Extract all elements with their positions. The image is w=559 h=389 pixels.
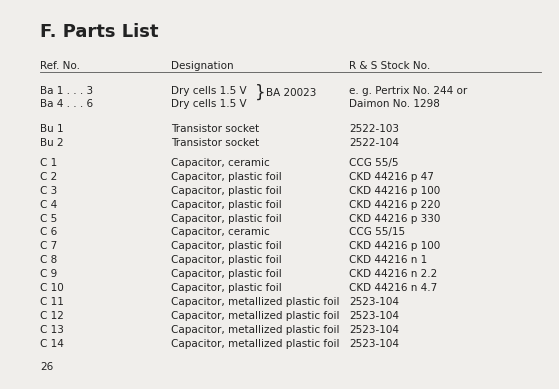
- Text: Capacitor, plastic foil: Capacitor, plastic foil: [171, 255, 282, 265]
- Text: C 12: C 12: [40, 311, 64, 321]
- Text: Capacitor, ceramic: Capacitor, ceramic: [171, 228, 270, 237]
- Text: Capacitor, metallized plastic foil: Capacitor, metallized plastic foil: [171, 297, 339, 307]
- Text: Bu 1: Bu 1: [40, 124, 64, 134]
- Text: C 14: C 14: [40, 339, 64, 349]
- Text: Capacitor, plastic foil: Capacitor, plastic foil: [171, 283, 282, 293]
- Text: Bu 2: Bu 2: [40, 138, 64, 148]
- Text: 2522-104: 2522-104: [349, 138, 399, 148]
- Text: C 7: C 7: [40, 241, 58, 251]
- Text: F. Parts List: F. Parts List: [40, 23, 159, 40]
- Text: Transistor socket: Transistor socket: [171, 138, 259, 148]
- Text: CKD 44216 p 330: CKD 44216 p 330: [349, 214, 440, 224]
- Text: CKD 44216 n 4.7: CKD 44216 n 4.7: [349, 283, 437, 293]
- Text: CCG 55/5: CCG 55/5: [349, 158, 399, 168]
- Text: C 6: C 6: [40, 228, 58, 237]
- Text: 2523-104: 2523-104: [349, 311, 399, 321]
- Text: Capacitor, plastic foil: Capacitor, plastic foil: [171, 200, 282, 210]
- Text: Designation: Designation: [171, 61, 234, 71]
- Text: Capacitor, plastic foil: Capacitor, plastic foil: [171, 214, 282, 224]
- Text: 2522-103: 2522-103: [349, 124, 399, 134]
- Text: C 9: C 9: [40, 269, 58, 279]
- Text: C 4: C 4: [40, 200, 58, 210]
- Text: CKD 44216 p 100: CKD 44216 p 100: [349, 186, 440, 196]
- Text: C 3: C 3: [40, 186, 58, 196]
- Text: Capacitor, plastic foil: Capacitor, plastic foil: [171, 172, 282, 182]
- Text: Ba 4 . . . 6: Ba 4 . . . 6: [40, 100, 93, 109]
- Text: CKD 44216 n 2.2: CKD 44216 n 2.2: [349, 269, 437, 279]
- Text: 2523-104: 2523-104: [349, 339, 399, 349]
- Text: CKD 44216 p 100: CKD 44216 p 100: [349, 241, 440, 251]
- Text: Capacitor, metallized plastic foil: Capacitor, metallized plastic foil: [171, 339, 339, 349]
- Text: CCG 55/15: CCG 55/15: [349, 228, 405, 237]
- Text: CKD 44216 n 1: CKD 44216 n 1: [349, 255, 427, 265]
- Text: C 5: C 5: [40, 214, 58, 224]
- Text: Ref. No.: Ref. No.: [40, 61, 80, 71]
- Text: Ba 1 . . . 3: Ba 1 . . . 3: [40, 86, 93, 96]
- Text: BA 20023: BA 20023: [266, 88, 316, 98]
- Text: C 8: C 8: [40, 255, 58, 265]
- Text: Capacitor, metallized plastic foil: Capacitor, metallized plastic foil: [171, 311, 339, 321]
- Text: 2523-104: 2523-104: [349, 325, 399, 335]
- Text: Capacitor, metallized plastic foil: Capacitor, metallized plastic foil: [171, 325, 339, 335]
- Text: Capacitor, ceramic: Capacitor, ceramic: [171, 158, 270, 168]
- Text: C 1: C 1: [40, 158, 58, 168]
- Text: C 2: C 2: [40, 172, 58, 182]
- Text: Capacitor, plastic foil: Capacitor, plastic foil: [171, 269, 282, 279]
- Text: C 10: C 10: [40, 283, 64, 293]
- Text: CKD 44216 p 47: CKD 44216 p 47: [349, 172, 434, 182]
- Text: Dry cells 1.5 V: Dry cells 1.5 V: [171, 100, 247, 109]
- Text: R & S Stock No.: R & S Stock No.: [349, 61, 430, 71]
- Text: Daimon No. 1298: Daimon No. 1298: [349, 100, 440, 109]
- Text: }: }: [254, 84, 265, 102]
- Text: Capacitor, plastic foil: Capacitor, plastic foil: [171, 186, 282, 196]
- Text: Transistor socket: Transistor socket: [171, 124, 259, 134]
- Text: C 13: C 13: [40, 325, 64, 335]
- Text: Dry cells 1.5 V: Dry cells 1.5 V: [171, 86, 247, 96]
- Text: Capacitor, plastic foil: Capacitor, plastic foil: [171, 241, 282, 251]
- Text: 26: 26: [40, 362, 54, 372]
- Text: C 11: C 11: [40, 297, 64, 307]
- Text: e. g. Pertrix No. 244 or: e. g. Pertrix No. 244 or: [349, 86, 467, 96]
- Text: CKD 44216 p 220: CKD 44216 p 220: [349, 200, 440, 210]
- Text: 2523-104: 2523-104: [349, 297, 399, 307]
